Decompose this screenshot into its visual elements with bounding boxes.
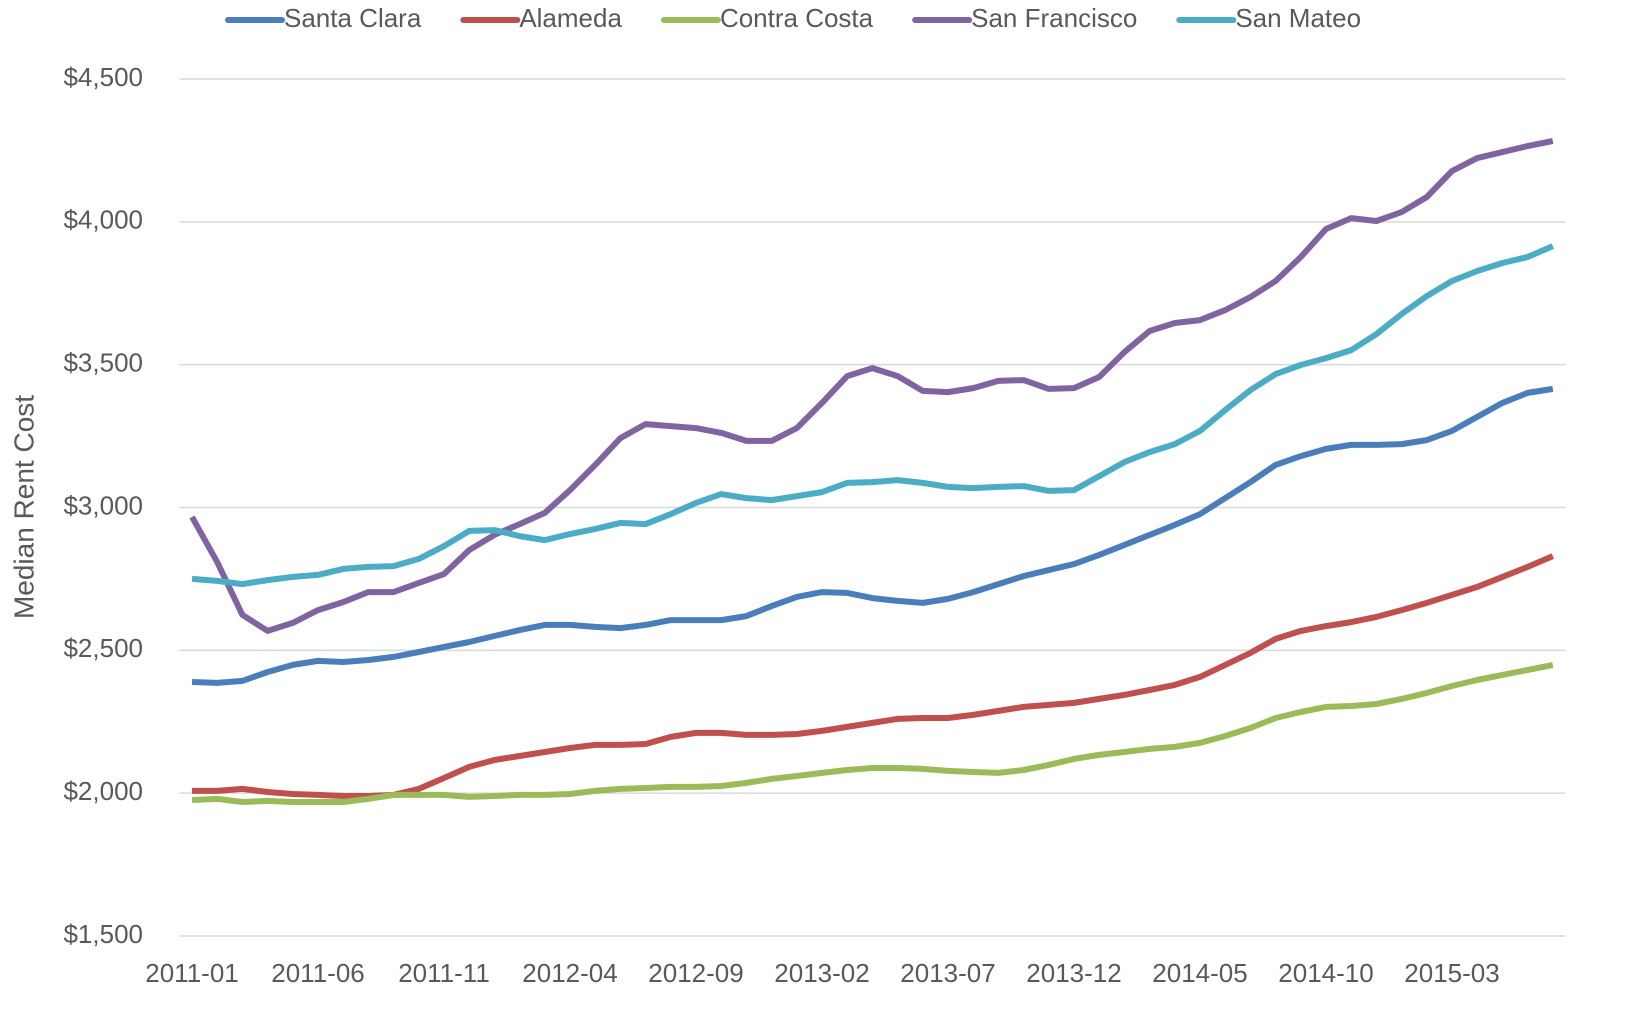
x-tick-label: 2012-04 [522,958,617,988]
series-line [191,661,1554,805]
y-tick-label: $4,000 [63,205,143,235]
y-axis-label: Median Rent Cost [8,395,39,619]
y-tick-label: $2,000 [63,776,143,806]
legend-label: San Francisco [971,3,1137,33]
legend-label: Contra Costa [720,3,874,33]
x-tick-label: 2013-07 [900,958,995,988]
y-tick-label: $4,500 [63,62,143,92]
x-tick-label: 2011-01 [145,958,239,988]
y-tick-label: $1,500 [63,919,143,949]
series-line [191,385,1554,686]
x-tick-label: 2011-06 [271,958,365,988]
legend-label: San Mateo [1235,3,1361,33]
y-tick-label: $2,500 [63,633,143,663]
legend-label: Santa Clara [284,3,422,33]
legend-label: Alameda [519,3,622,33]
x-tick-label: 2012-09 [648,958,743,988]
x-tick-label: 2013-12 [1026,958,1121,988]
x-tick-label: 2015-03 [1404,958,1499,988]
x-tick-label: 2013-02 [774,958,869,988]
x-tick-label: 2011-11 [398,958,490,988]
series-line [189,138,1554,634]
x-tick-label: 2014-05 [1152,958,1247,988]
x-tick-label: 2014-10 [1278,958,1373,988]
y-tick-label: $3,500 [63,348,143,378]
series-line [191,243,1554,588]
y-tick-label: $3,000 [63,490,143,520]
series-line [192,553,1554,799]
